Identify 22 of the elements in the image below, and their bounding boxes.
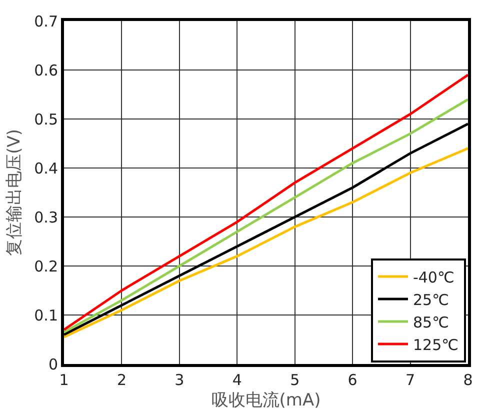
y-tick-label: 0.5 <box>34 110 58 128</box>
x-tick-label: 1 <box>59 371 69 389</box>
y-tick-label: 0.3 <box>34 208 58 226</box>
y-tick-label: 0.4 <box>34 159 58 178</box>
x-tick-label: 4 <box>232 371 242 389</box>
y-tick-label: 0.1 <box>34 306 58 324</box>
x-tick-label: 7 <box>406 371 416 389</box>
x-tick-label: 3 <box>174 371 184 389</box>
y-tick-label: 0 <box>48 355 58 374</box>
x-tick-label: 2 <box>116 371 126 389</box>
x-axis-title: 吸收电流(mA) <box>211 390 321 410</box>
y-tick-label: 0.6 <box>34 61 58 80</box>
x-tick-label: 6 <box>348 371 358 389</box>
y-tick-label: 0.2 <box>34 257 58 276</box>
legend-label: 125℃ <box>412 336 458 354</box>
y-axis-title: 复位输出电压(V) <box>4 129 25 256</box>
legend-label: 85℃ <box>412 313 449 332</box>
x-tick-label: 8 <box>463 371 473 389</box>
x-tick-label: 5 <box>290 371 300 389</box>
legend-label: 25℃ <box>412 290 449 309</box>
legend-label: -40℃ <box>412 268 454 286</box>
y-tick-label: 0.7 <box>34 12 58 30</box>
